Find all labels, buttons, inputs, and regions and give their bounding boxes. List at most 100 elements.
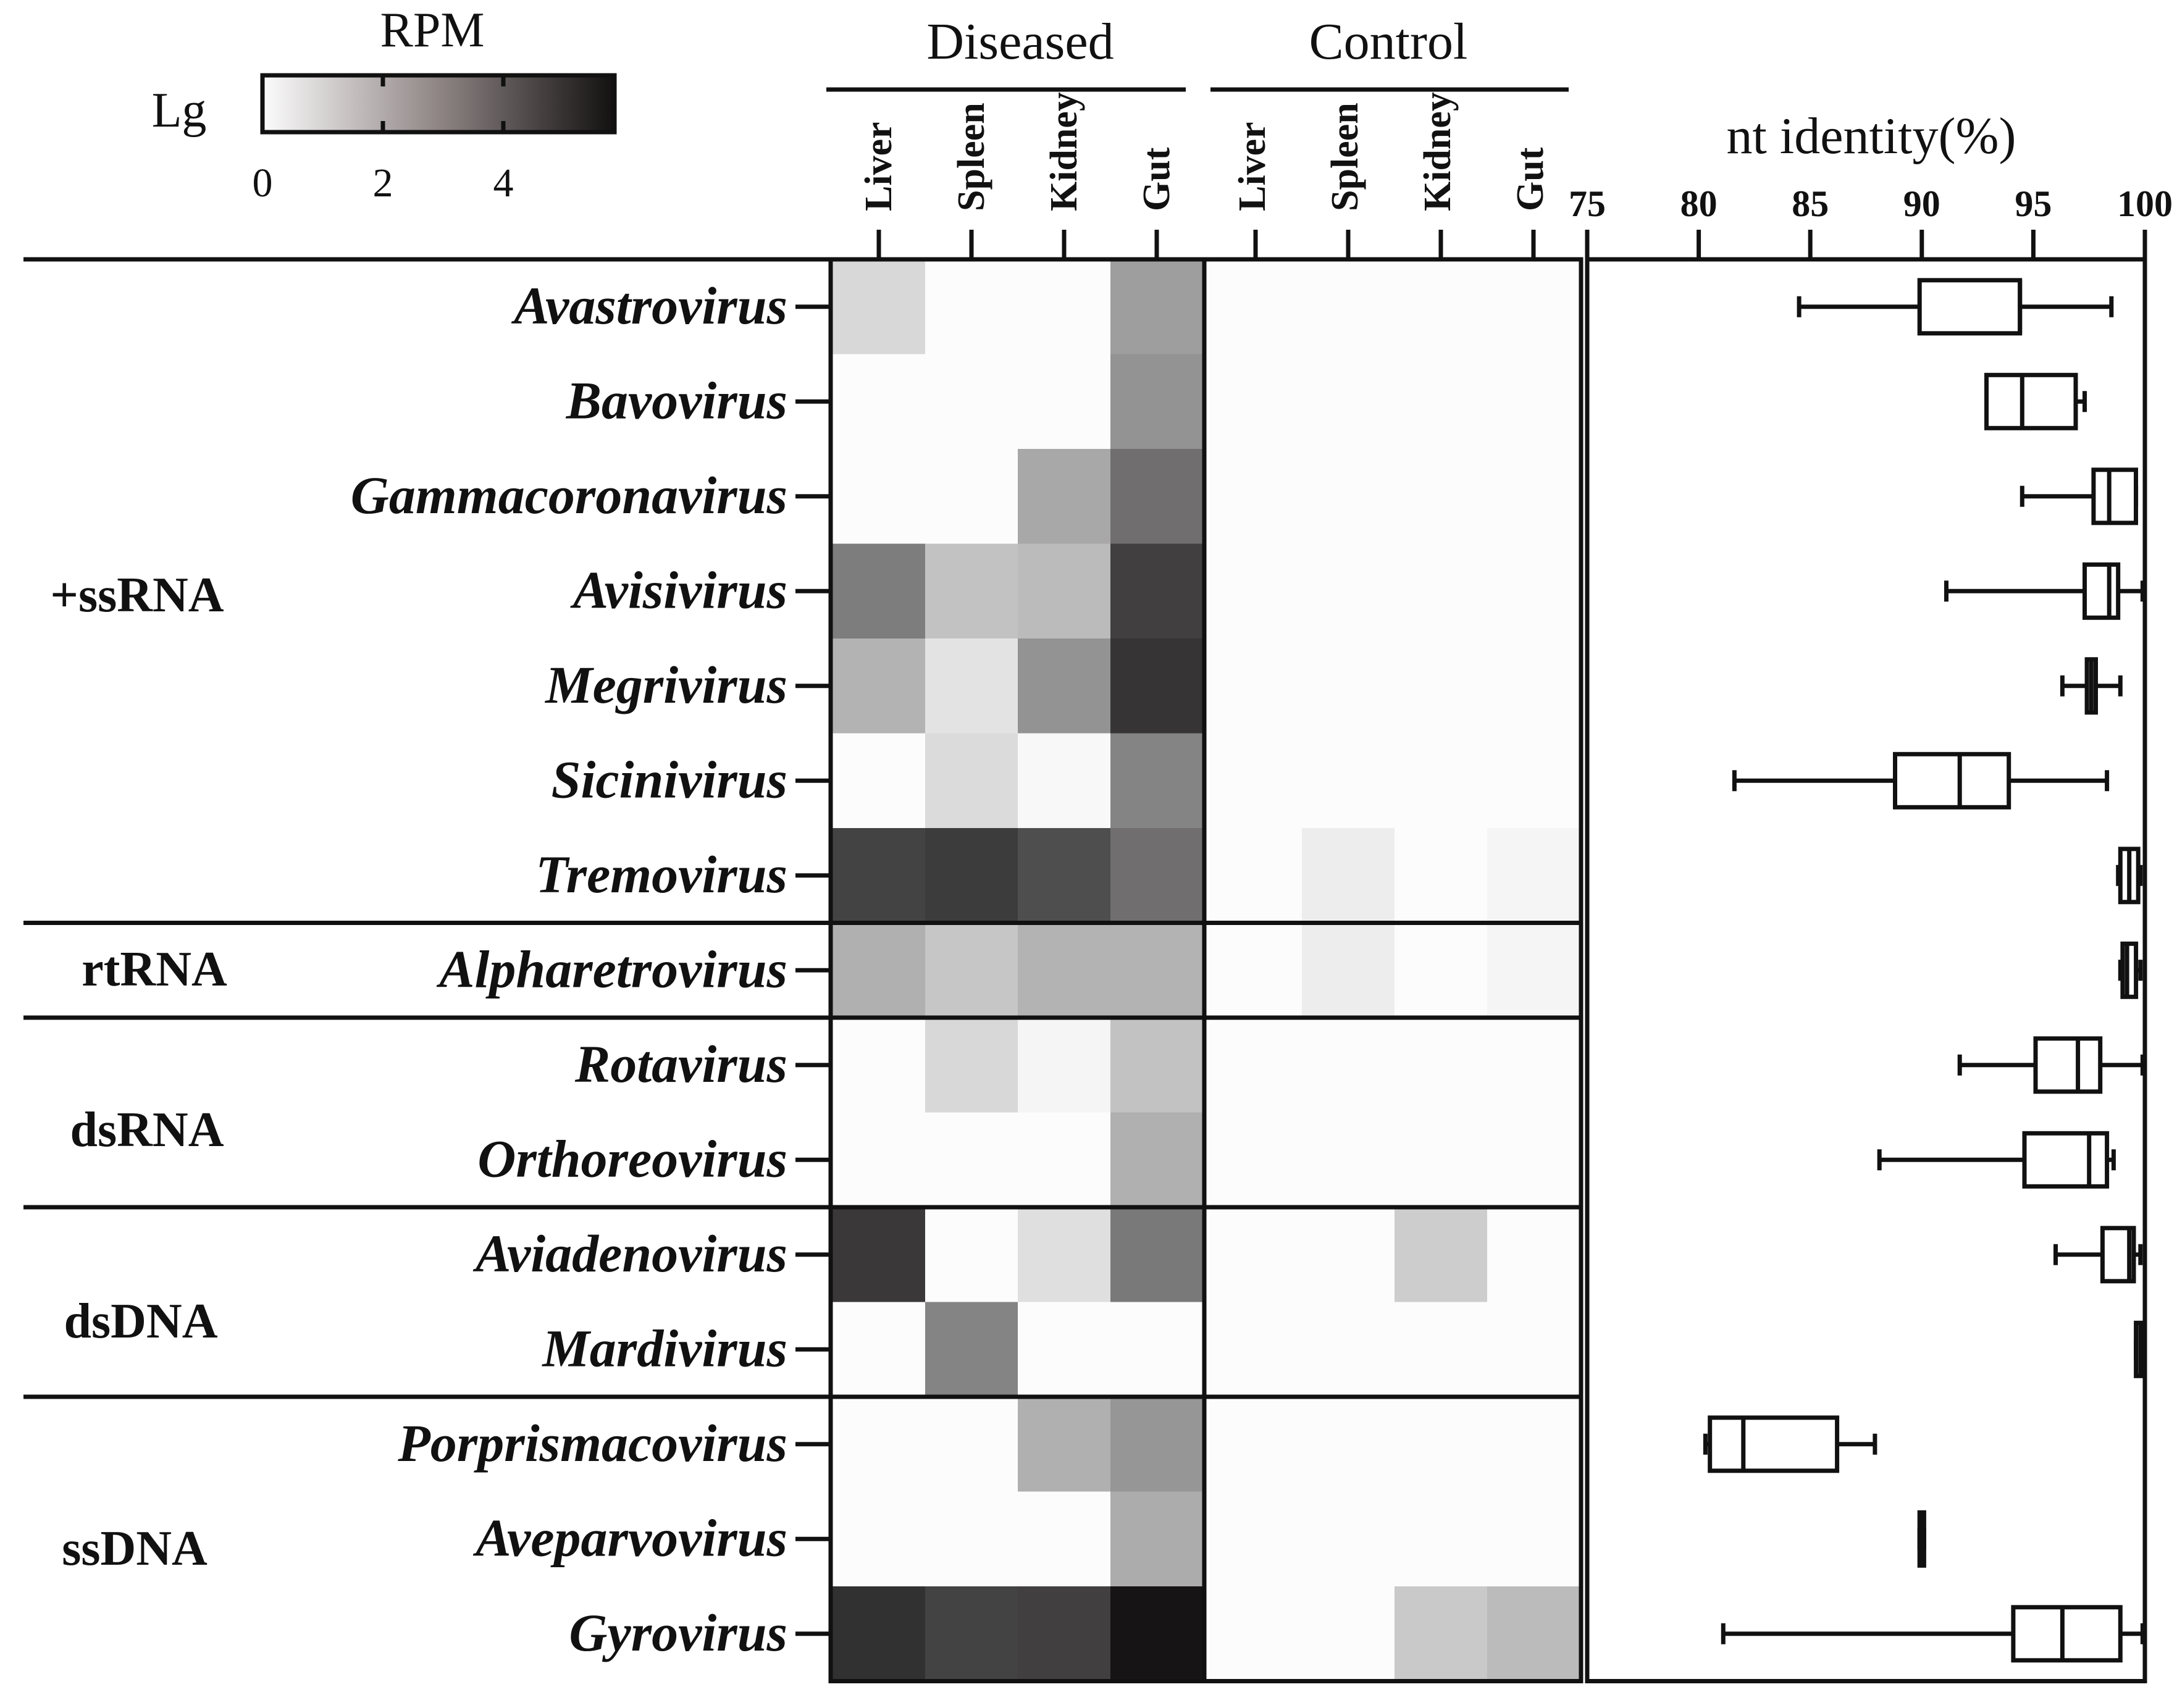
column-label-gut: Gut [1509, 147, 1551, 211]
heatmap-cell [833, 733, 926, 829]
heatmap-cell [925, 828, 1018, 924]
genus-label: Alpharetrovirus [436, 939, 787, 998]
heatmap-cell [833, 259, 926, 355]
heatmap-cell [1110, 828, 1204, 924]
heatmap-cell [1395, 1302, 1488, 1397]
heatmap-cell [1110, 1112, 1204, 1208]
heatmap-cell [925, 1302, 1018, 1397]
genus-label: Avastrovirus [511, 276, 787, 335]
heatmap-cell [1395, 449, 1488, 545]
heatmap-cell [1487, 449, 1580, 545]
boxplot-axis-title: nt identity(%) [1727, 107, 2016, 165]
box-iqr [1708, 1415, 1840, 1473]
boxplot-box [2116, 847, 2143, 905]
boxplot-xtick-label: 85 [1792, 183, 1829, 224]
heatmap-cell [833, 449, 926, 545]
genus-label: Mardivirus [541, 1318, 787, 1378]
heatmap-cell [1302, 1397, 1395, 1492]
heatmap-cell [1110, 449, 1204, 545]
boxplot-frame [1585, 257, 2147, 1683]
heatmap-cell [1487, 259, 1580, 355]
heatmap-cell [1302, 1302, 1395, 1397]
heatmap-cell [1302, 543, 1395, 639]
heatmap-cell [925, 354, 1018, 450]
heatmap-cell [1018, 259, 1111, 355]
heatmap-cell [1209, 923, 1302, 1018]
heatmap-cell [833, 1586, 926, 1682]
boxplot-box [1957, 1036, 2145, 1094]
genus-label: Tremovirus [535, 845, 787, 904]
heatmap-cell [1110, 1491, 1204, 1587]
heatmap-cell [833, 1491, 926, 1587]
rpm-legend: RPM Lg 0 2 4 [152, 3, 617, 206]
legend-title: RPM [380, 3, 485, 57]
heatmap-cell [1302, 1586, 1395, 1682]
heatmap-cell [1110, 354, 1204, 450]
heatmap-cell [833, 543, 926, 639]
heatmap-cell [925, 1018, 1018, 1113]
boxplot-box [1703, 1415, 1877, 1473]
box-iqr [2091, 467, 2138, 525]
heatmap-cell [1209, 354, 1302, 450]
genus-label: Megrivirus [544, 655, 787, 714]
legend-colorbar [260, 73, 617, 135]
class-label-dsdna: dsDNA [64, 1294, 218, 1349]
genus-label: Aviadenovirus [472, 1224, 787, 1283]
column-label-kidney: Kidney [1417, 92, 1459, 211]
heatmap-cell [1302, 1112, 1395, 1208]
heatmap-cell [833, 1302, 926, 1397]
heatmap-cell [925, 1207, 1018, 1303]
column-label-liver: Liver [1231, 122, 1273, 211]
heatmap-cell [1395, 733, 1488, 829]
boxplot-box [2134, 1320, 2145, 1378]
heatmap-frames [23, 230, 1583, 1683]
boxplot-box [1732, 751, 2110, 810]
heatmap-cell [1487, 733, 1580, 829]
heatmap-cell [925, 259, 1018, 355]
boxplot-xtick-label: 80 [1680, 183, 1718, 224]
heatmap-cell [1110, 1018, 1204, 1113]
boxplot-box [2060, 657, 2123, 715]
boxplot-box [1797, 278, 2114, 336]
box-iqr [2011, 1605, 2123, 1663]
genus-label: Orthoreovirus [477, 1129, 787, 1188]
heatmap-cell [1018, 1112, 1111, 1208]
heatmap-cell [1018, 638, 1111, 734]
boxplot-box [1721, 1605, 2145, 1663]
heatmap-cell [1018, 828, 1111, 924]
boxplot-box [1984, 372, 2087, 430]
legend-tick-label: 0 [253, 161, 273, 206]
heatmap-cell [1487, 1112, 1580, 1208]
heatmap-cell [925, 638, 1018, 734]
group-label-diseased: Diseased [926, 13, 1114, 70]
heatmap-cell [925, 1491, 1018, 1587]
boxplot-xtick-label: 95 [2015, 183, 2052, 224]
heatmap-cell [1395, 828, 1488, 924]
column-label-spleen: Spleen [950, 103, 992, 211]
heatmap-cell [1018, 1302, 1111, 1397]
heatmap-cell [925, 1397, 1018, 1492]
heatmap-cell [833, 1112, 926, 1208]
heatmap-cell [1110, 638, 1204, 734]
heatmap-cell [1302, 354, 1395, 450]
heatmap-cell [1018, 923, 1111, 1018]
heatmap-cell [925, 543, 1018, 639]
group-headers: Diseased Control [826, 13, 1569, 92]
heatmap-cell [1487, 543, 1580, 639]
boxplot-box [2020, 467, 2139, 525]
heatmap-cell [1302, 1207, 1395, 1303]
heatmap-cell [1209, 449, 1302, 545]
column-label-spleen: Spleen [1324, 103, 1366, 211]
column-label-kidney: Kidney [1043, 92, 1085, 211]
heatmap-cell [925, 733, 1018, 829]
heatmap-cell [1018, 1586, 1111, 1682]
heatmap-cell [1487, 1207, 1580, 1303]
heatmap-cell [1395, 1207, 1488, 1303]
heatmap-cell [1018, 1018, 1111, 1113]
heatmap-cell [925, 449, 1018, 545]
virus-class-labels: +ssRNA rtRNA dsRNA dsDNA ssDNA [50, 568, 227, 1576]
heatmap-cell [1110, 543, 1204, 639]
genus-label: Gyrovirus [569, 1603, 787, 1662]
class-label-rtrna: rtRNA [82, 942, 227, 997]
